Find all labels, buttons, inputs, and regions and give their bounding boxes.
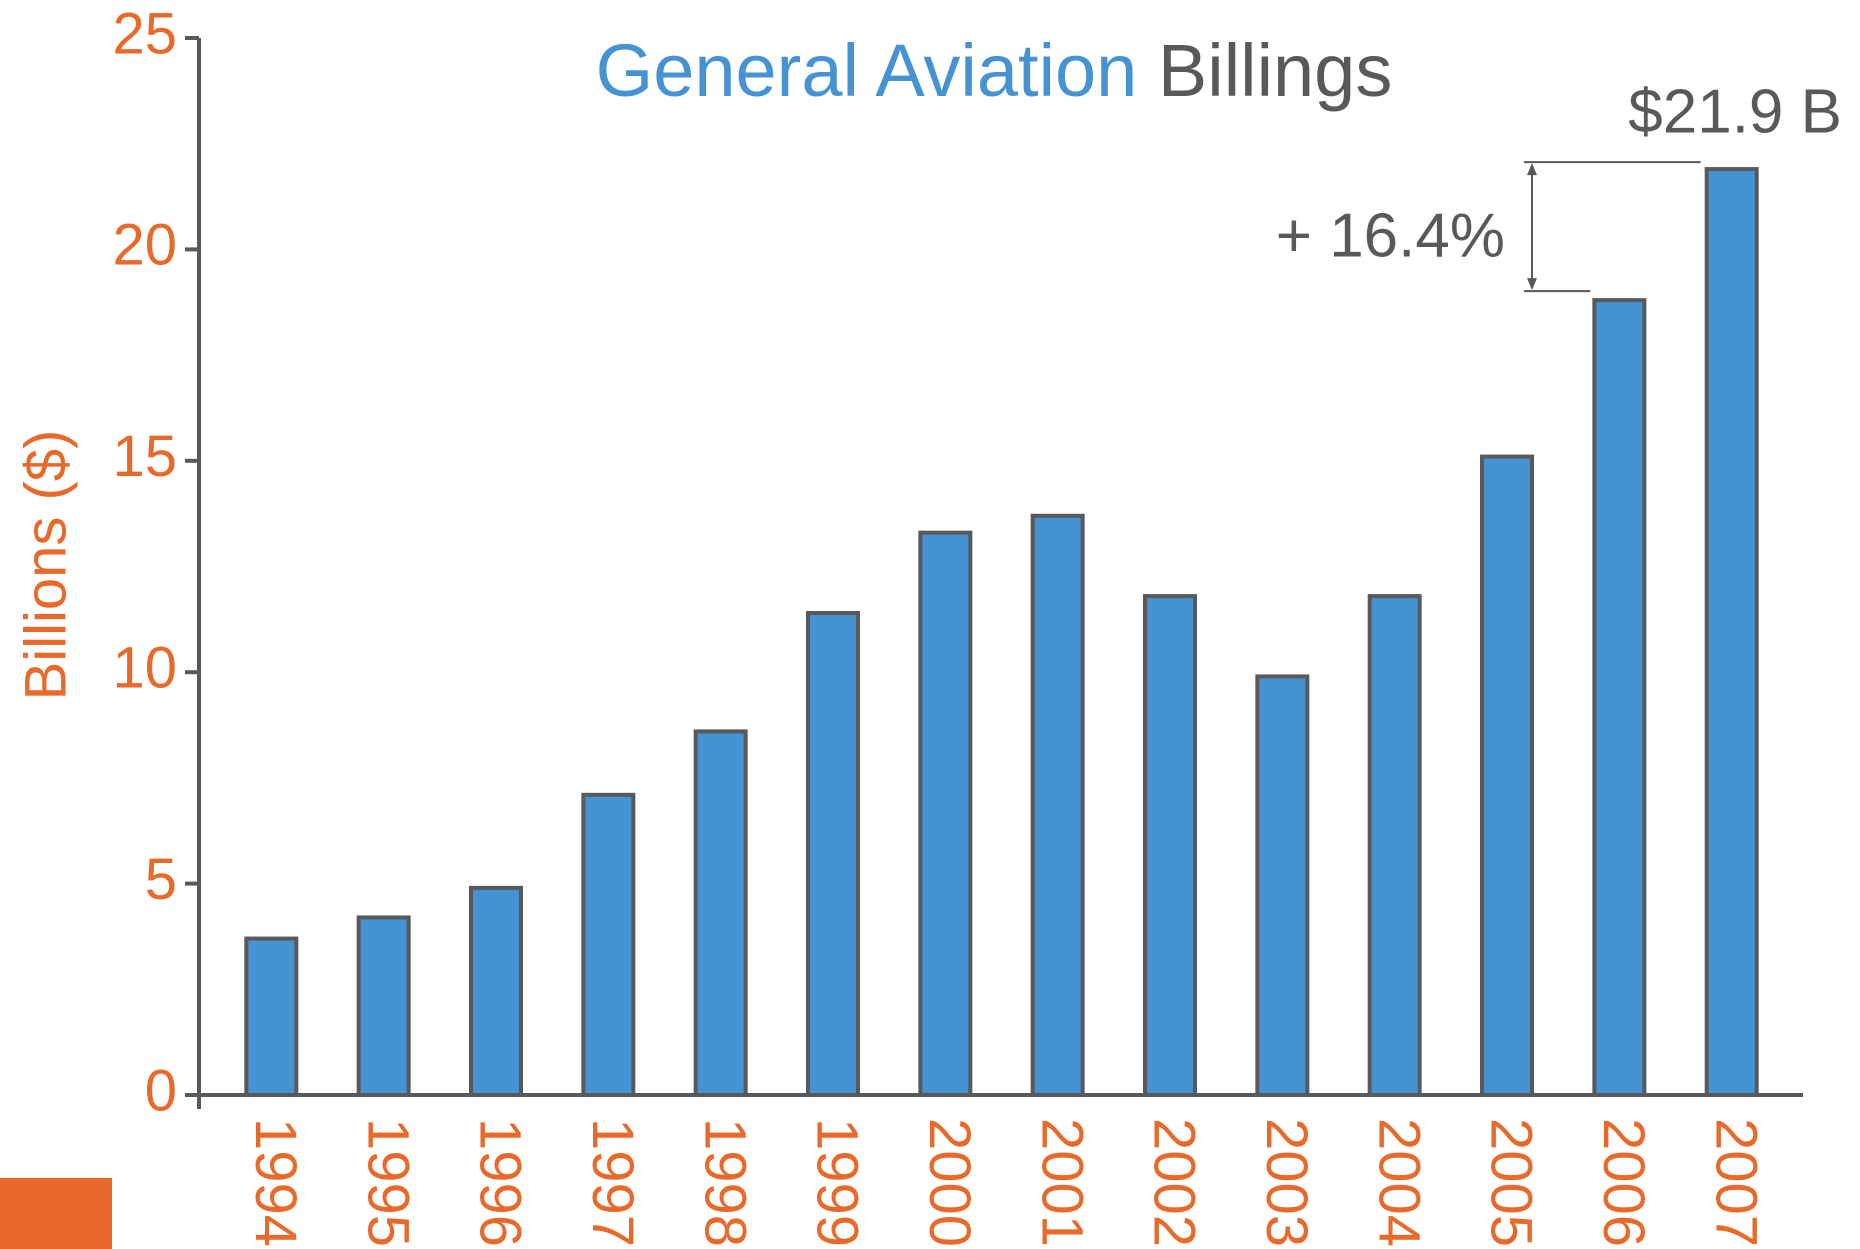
y-axis-label: Billions ($) (13, 430, 78, 701)
x-tick-label: 2001 (1029, 1118, 1094, 1247)
x-tick-label: 2002 (1142, 1118, 1207, 1247)
x-tick-label: 1996 (468, 1118, 533, 1247)
x-tick-label: 2006 (1591, 1118, 1656, 1247)
bar (244, 936, 299, 1098)
bar (1255, 674, 1310, 1097)
bar (918, 530, 973, 1097)
chart-title: General Aviation Billings (596, 29, 1393, 112)
title-part: General Aviation (596, 29, 1138, 112)
x-tick-label: 2005 (1479, 1118, 1544, 1247)
bar (1143, 594, 1198, 1097)
y-tick-label: 20 (112, 213, 177, 278)
bar (1592, 298, 1647, 1097)
bar (356, 915, 411, 1098)
bar (468, 885, 523, 1097)
y-tick-label: 15 (112, 424, 177, 489)
bar (806, 611, 860, 1097)
annotation: + 16.4% (1276, 201, 1505, 270)
y-tick-label: 5 (145, 847, 177, 912)
x-tick-label: 1999 (805, 1118, 870, 1247)
x-tick-label: 1998 (692, 1118, 757, 1247)
bar (693, 729, 748, 1098)
bar (1030, 513, 1085, 1097)
x-tick-label: 2000 (917, 1118, 982, 1247)
x-tick-label: 2007 (1703, 1118, 1768, 1247)
y-tick-label: 25 (112, 1, 177, 66)
y-tick-label: 0 (145, 1058, 177, 1123)
x-tick-label: 1997 (580, 1118, 645, 1247)
x-tick-label: 1995 (355, 1118, 420, 1247)
bar (1367, 594, 1422, 1097)
x-tick-label: 2003 (1254, 1118, 1319, 1247)
x-tick-label: 2004 (1366, 1118, 1431, 1247)
logo (0, 1178, 112, 1249)
bar (581, 792, 636, 1097)
annotation: $21.9 B (1628, 77, 1842, 146)
bar (1480, 454, 1535, 1097)
y-tick-label: 10 (112, 636, 177, 701)
title-part: Billings (1158, 29, 1392, 112)
x-tick-label: 1994 (243, 1118, 308, 1247)
bar (1704, 167, 1759, 1097)
